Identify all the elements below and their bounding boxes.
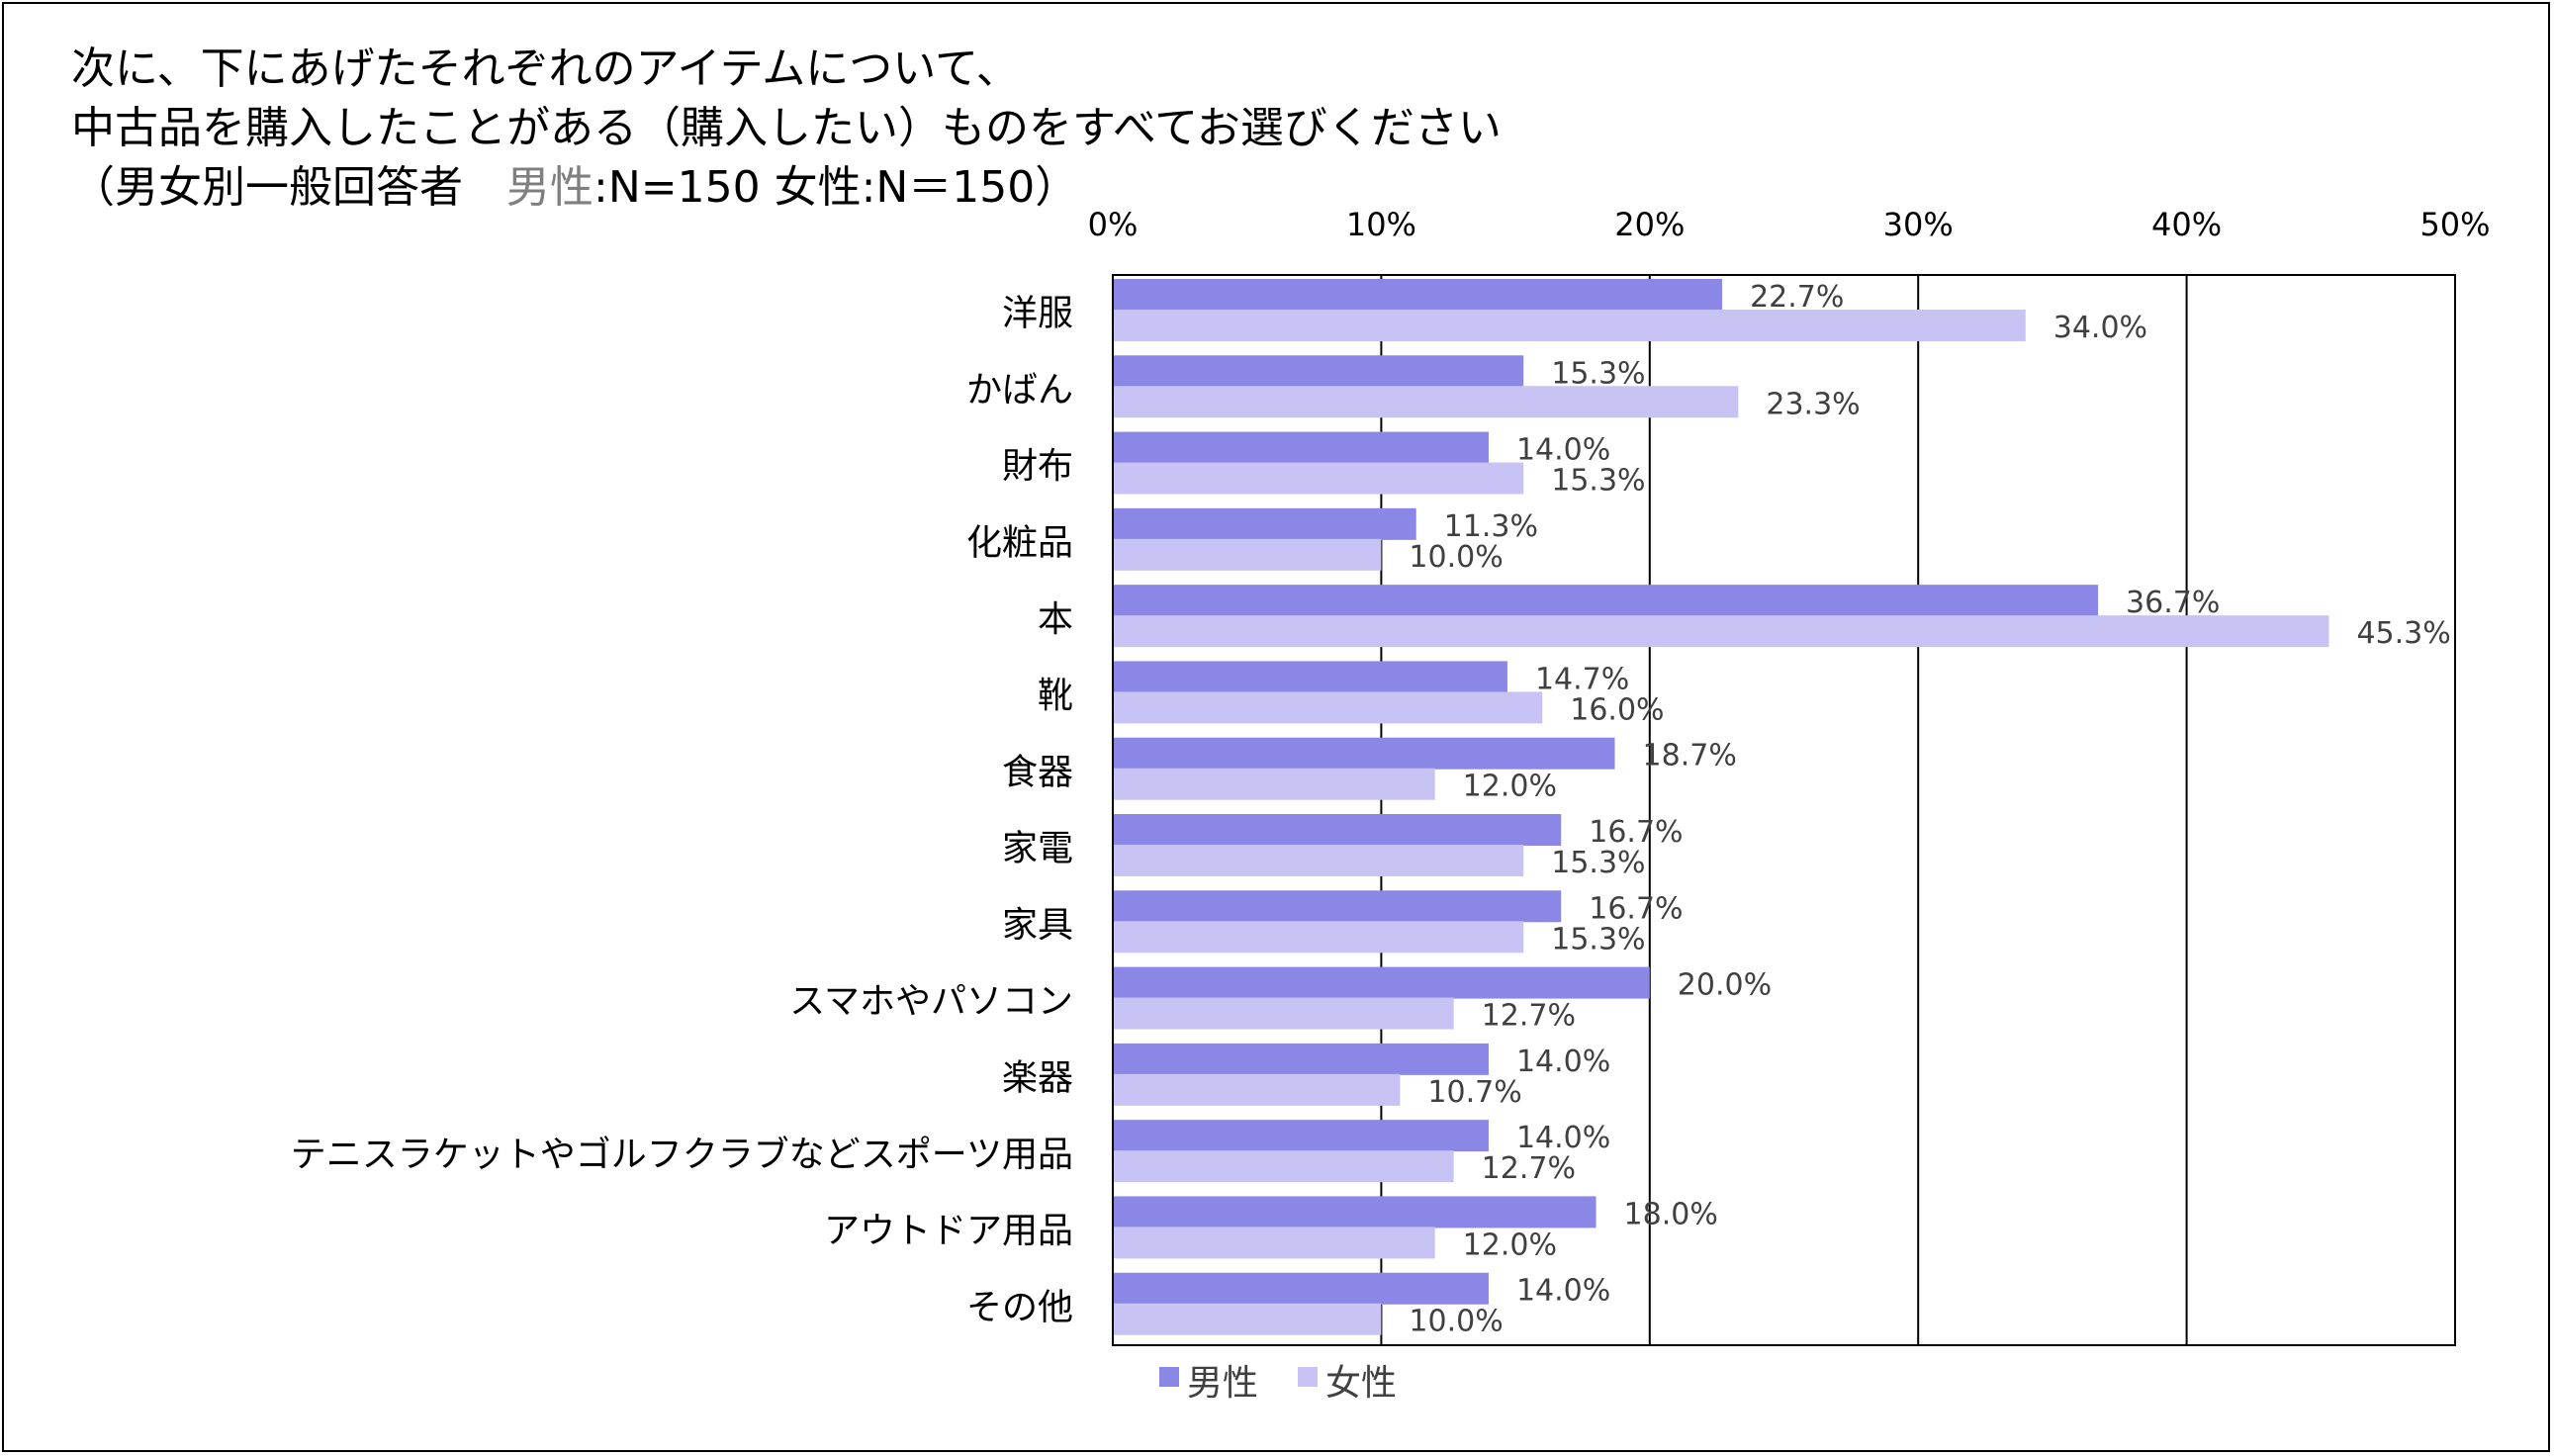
category-label: テニスラケットやゴルフクラブなどスポーツ用品 xyxy=(291,1135,1073,1175)
bar-female xyxy=(1113,1303,1382,1335)
bar-male xyxy=(1113,966,1650,999)
data-label-female: 12.0% xyxy=(1463,1228,1557,1262)
data-label-male: 36.7% xyxy=(2126,586,2220,620)
bar-female xyxy=(1113,691,1543,724)
category-label: 財布 xyxy=(1002,446,1073,487)
data-label-female: 10.0% xyxy=(1409,1305,1503,1339)
data-label-male: 16.7% xyxy=(1589,815,1683,850)
category-label: かばん xyxy=(966,370,1073,410)
bar-male xyxy=(1113,661,1507,693)
data-label-female: 12.0% xyxy=(1463,770,1557,804)
bar-female xyxy=(1113,615,2329,648)
bar-male xyxy=(1113,890,1562,923)
category-label: 食器 xyxy=(1002,752,1073,792)
x-tick-label-10: 10% xyxy=(1346,206,1416,243)
data-label-female: 16.0% xyxy=(1570,692,1664,727)
x-tick-label-0: 0% xyxy=(1088,206,1139,243)
category-label: アウトドア用品 xyxy=(824,1211,1073,1251)
chart-title: 次に、下にあげたそれぞれのアイテムについて、 中古品を購入したことがある（購入し… xyxy=(71,40,1502,218)
category-label: 楽器 xyxy=(1002,1058,1073,1099)
category-label: その他 xyxy=(966,1287,1073,1327)
data-label-male: 14.0% xyxy=(1516,1045,1610,1079)
data-label-male: 11.3% xyxy=(1444,509,1538,544)
data-label-male: 20.0% xyxy=(1678,968,1772,1003)
data-label-male: 22.7% xyxy=(1750,280,1844,315)
x-tick-label-30: 30% xyxy=(1883,206,1954,243)
title-line-3-male: 男性 xyxy=(506,162,593,213)
bar-female xyxy=(1113,1150,1454,1183)
bar-female xyxy=(1113,386,1739,418)
data-label-female: 12.7% xyxy=(1482,1151,1576,1186)
category-label: 化粧品 xyxy=(966,523,1073,564)
data-label-male: 14.0% xyxy=(1516,1274,1610,1309)
title-line-3: （男女別一般回答者 男性:N=150 女性:N＝150） xyxy=(71,158,1502,218)
bar-female xyxy=(1113,538,1382,571)
bar-male xyxy=(1113,355,1524,388)
legend-swatch-male xyxy=(1159,1367,1179,1387)
bar-male xyxy=(1113,1120,1489,1152)
bar-male xyxy=(1113,737,1615,770)
category-label: 家具 xyxy=(1002,905,1073,946)
bar-female xyxy=(1113,997,1454,1030)
data-label-male: 15.3% xyxy=(1551,356,1645,391)
legend-label-male: 男性 xyxy=(1187,1363,1258,1404)
title-line-3-rest: :N=150 女性:N＝150） xyxy=(593,162,1079,213)
data-label-female: 23.3% xyxy=(1766,387,1860,421)
x-tick-label-50: 50% xyxy=(2419,206,2490,243)
data-label-male: 16.7% xyxy=(1589,891,1683,926)
data-label-female: 15.3% xyxy=(1551,846,1645,880)
bar-male xyxy=(1113,1043,1489,1075)
category-label: 靴 xyxy=(1038,676,1073,716)
data-label-male: 14.0% xyxy=(1516,433,1610,468)
data-label-female: 15.3% xyxy=(1551,922,1645,956)
bar-male xyxy=(1113,279,1723,311)
bar-male xyxy=(1113,1196,1596,1228)
bar-female xyxy=(1113,1227,1435,1259)
bar-female xyxy=(1113,1073,1401,1106)
category-label: 家電 xyxy=(1002,829,1073,869)
data-label-male: 18.7% xyxy=(1643,739,1737,774)
data-label-male: 14.0% xyxy=(1516,1121,1610,1155)
category-label: スマホやパソコン xyxy=(789,981,1073,1022)
legend-label-female: 女性 xyxy=(1325,1363,1397,1404)
bar-female xyxy=(1113,768,1435,800)
x-tick-label-40: 40% xyxy=(2151,206,2222,243)
data-label-female: 12.7% xyxy=(1482,999,1576,1034)
data-label-female: 10.0% xyxy=(1409,540,1503,575)
data-label-male: 14.7% xyxy=(1535,662,1629,696)
x-tick-label-20: 20% xyxy=(1614,206,1685,243)
data-label-female: 15.3% xyxy=(1551,464,1645,499)
bar-male xyxy=(1113,585,2099,617)
category-label: 本 xyxy=(1038,599,1073,640)
bar-male xyxy=(1113,1272,1489,1305)
bar-female xyxy=(1113,462,1524,495)
data-label-female: 10.7% xyxy=(1427,1075,1521,1110)
data-label-male: 18.0% xyxy=(1624,1197,1718,1231)
bar-female xyxy=(1113,921,1524,954)
title-line-3-prefix: （男女別一般回答者 xyxy=(71,162,506,213)
category-label: 洋服 xyxy=(1002,294,1073,334)
title-line-2: 中古品を購入したことがある（購入したい）ものをすべてお選びください xyxy=(71,103,1502,153)
bar-female xyxy=(1113,310,2026,341)
title-line-1: 次に、下にあげたそれぞれのアイテムについて、 xyxy=(71,44,1020,94)
legend-swatch-female xyxy=(1298,1367,1318,1387)
bar-male xyxy=(1113,507,1416,540)
data-label-female: 34.0% xyxy=(2053,311,2147,345)
data-label-female: 45.3% xyxy=(2356,616,2450,651)
bar-male xyxy=(1113,814,1562,846)
bar-female xyxy=(1113,845,1524,876)
bar-male xyxy=(1113,431,1489,464)
